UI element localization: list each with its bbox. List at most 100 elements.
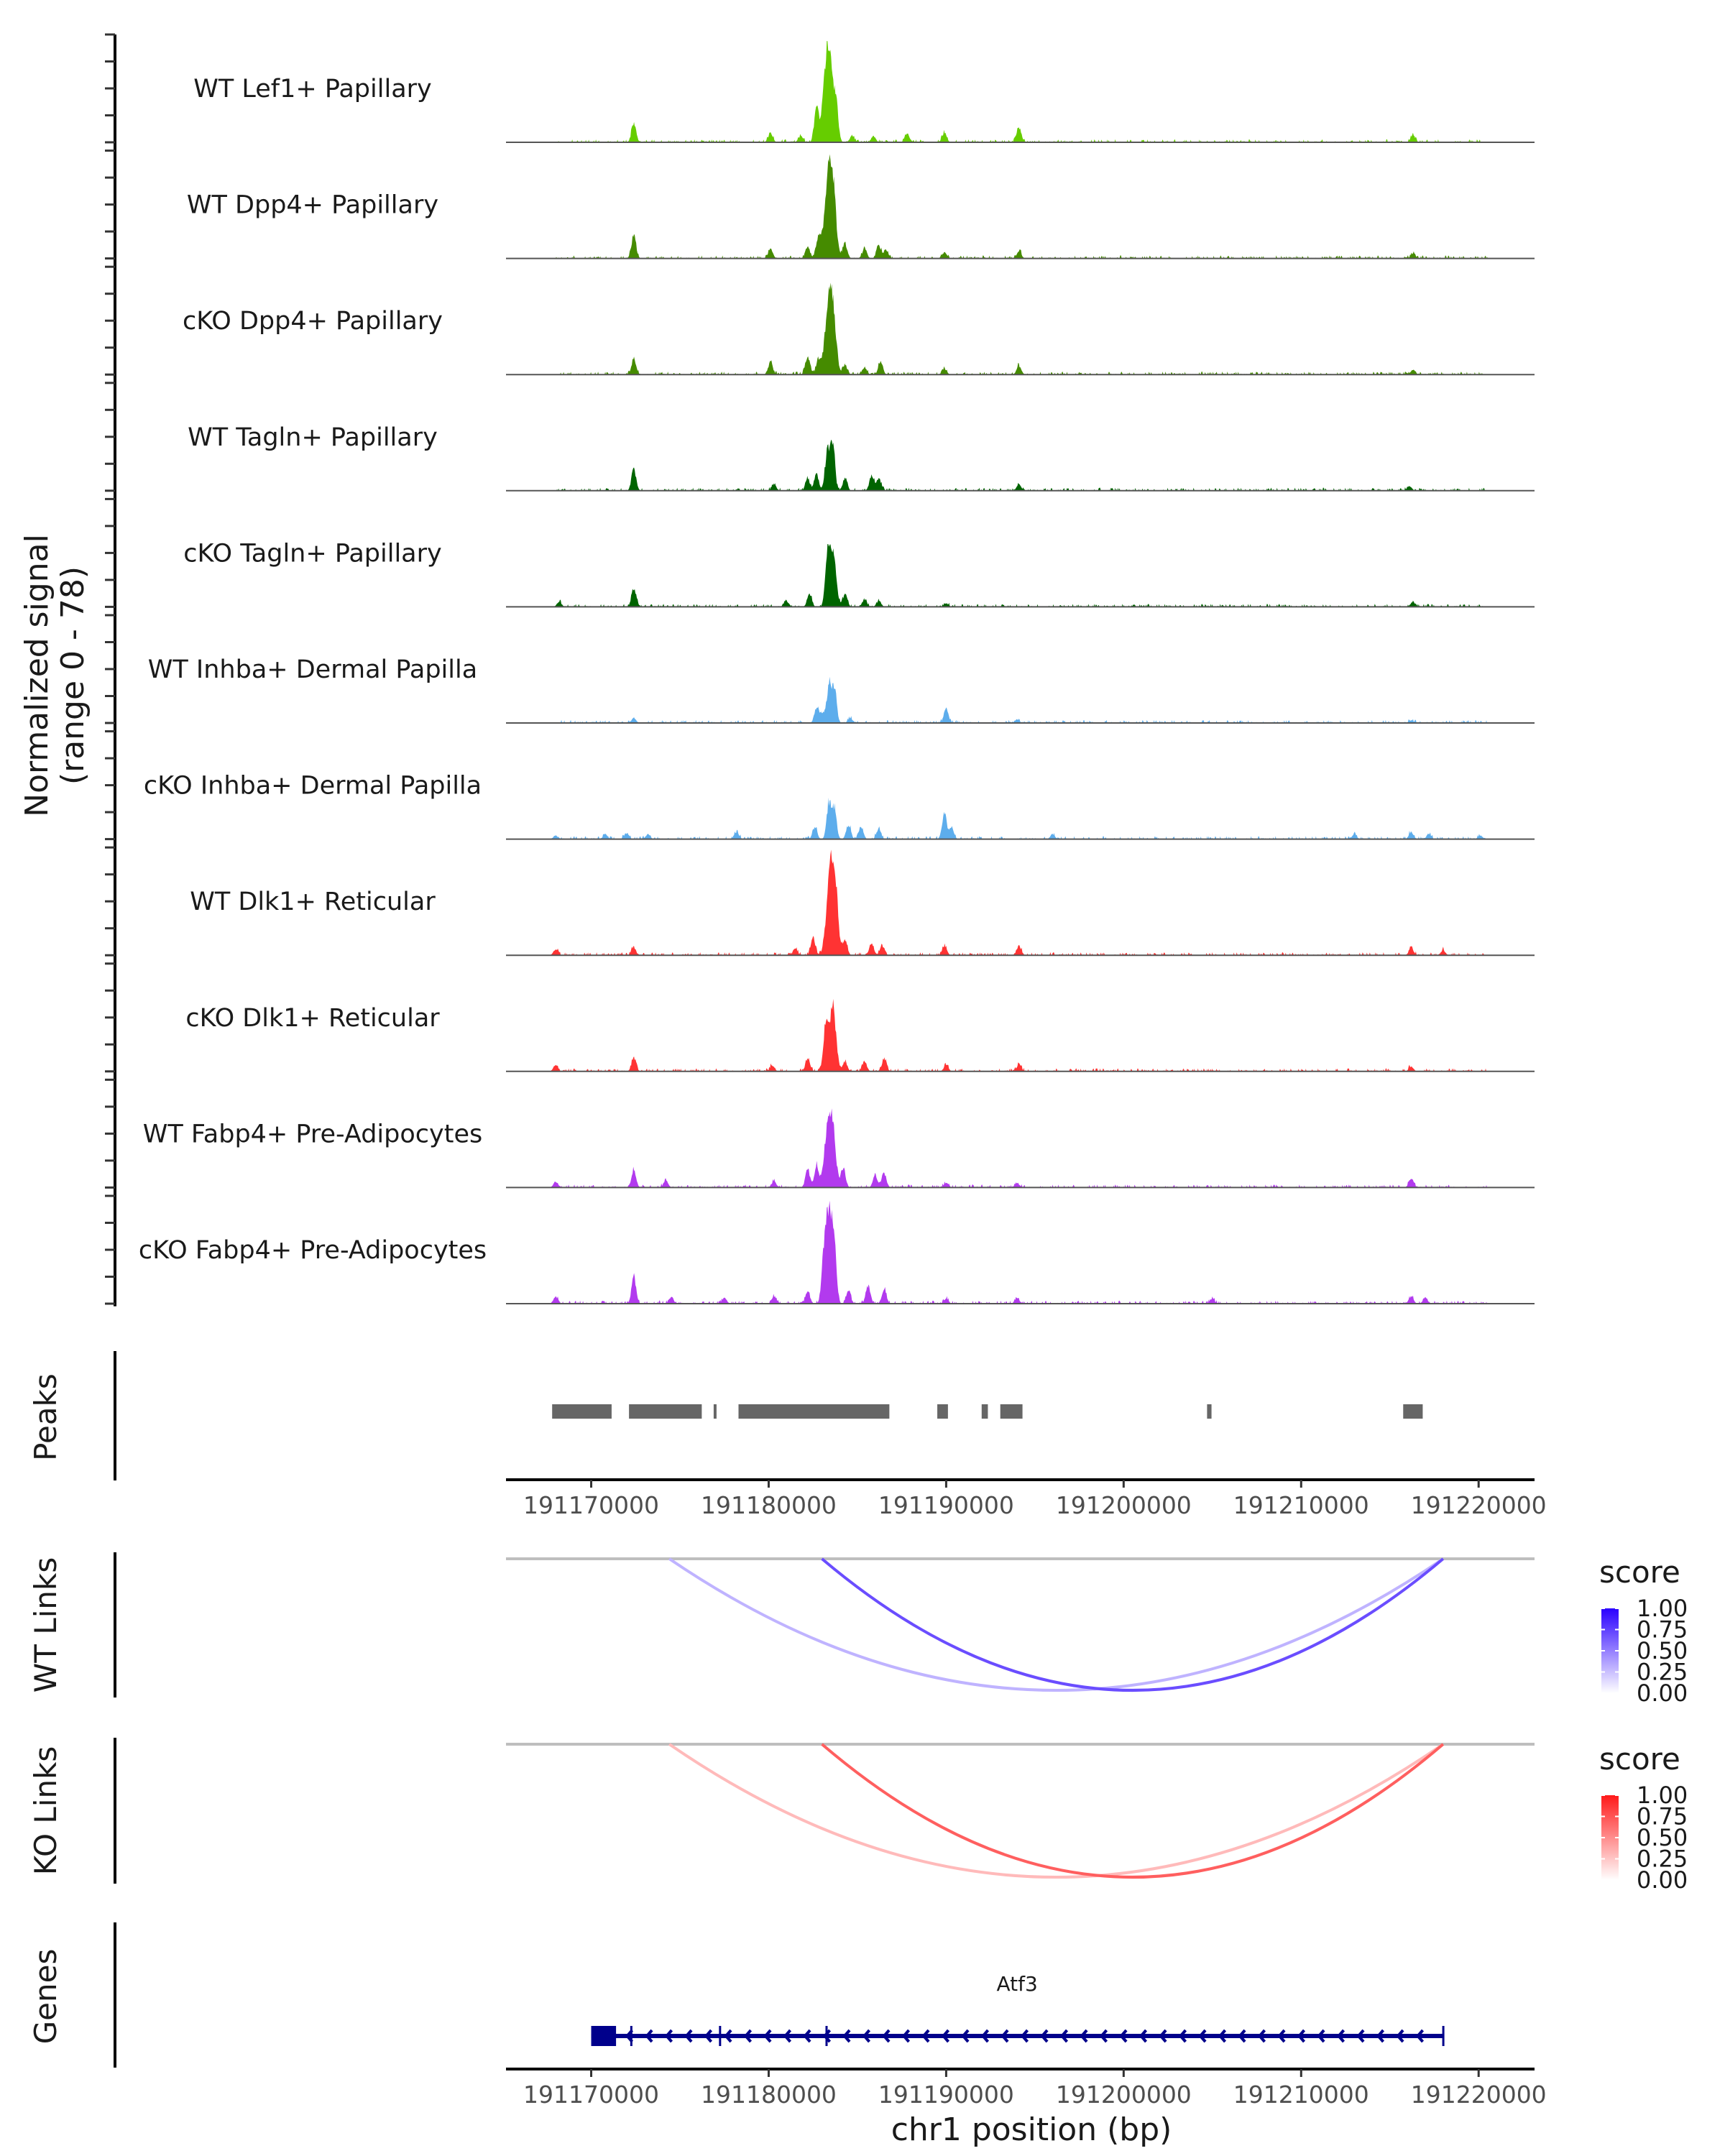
signal-track: cKO Tagln+ Papillary — [183, 539, 1535, 608]
x-tick-label: 191210000 — [1233, 1491, 1369, 1519]
strand-arrow-icon — [783, 2029, 792, 2043]
legend-value: 0.50 — [1637, 1637, 1688, 1664]
signal-area — [506, 998, 1535, 1072]
signal-area — [506, 797, 1535, 839]
x-axis-title: chr1 position (bp) — [891, 2111, 1172, 2148]
peaks-panel-label: Peaks — [28, 1373, 63, 1461]
strand-arrow-icon — [842, 2029, 851, 2043]
signal-area — [506, 1200, 1535, 1304]
strand-arrow-icon — [704, 2029, 713, 2043]
legend-value: 0.00 — [1637, 1866, 1688, 1894]
x-tick-label: 191220000 — [1411, 2081, 1547, 2109]
strand-arrow-icon — [980, 2029, 990, 2043]
signal-track: cKO Dpp4+ Papillary — [183, 282, 1535, 376]
track-label: WT Tagln+ Papillary — [188, 423, 438, 452]
x-tick-label: 191190000 — [878, 2081, 1014, 2109]
x-tick-label: 191170000 — [523, 2081, 659, 2109]
gene-exon — [1442, 2026, 1445, 2046]
signal-track: WT Fabp4+ Pre-Adipocytes — [143, 1108, 1535, 1189]
strand-arrow-icon — [724, 2029, 732, 2043]
genes-panel: Genes Atf3 — [28, 1922, 1445, 2068]
strand-arrow-icon — [1238, 2029, 1246, 2043]
x-tick-label: 191190000 — [878, 1491, 1014, 1519]
strand-arrow-icon — [961, 2029, 970, 2043]
signal-tracks: WT Lef1+ Papillary WT Dpp4+ Papillary cKO … — [139, 41, 1535, 1304]
strand-arrow-icon — [803, 2029, 811, 2043]
links-panel-label: KO Links — [28, 1746, 63, 1876]
strand-arrow-icon — [1000, 2029, 1009, 2043]
x-axis-bottom: 191170000 191180000 191190000 191200000 1912… — [506, 2068, 1547, 2109]
strand-arrow-icon — [645, 2029, 653, 2043]
signal-track: WT Inhba+ Dermal Papilla — [148, 655, 1535, 724]
peak-region — [738, 1404, 890, 1419]
strand-arrow-icon — [1178, 2029, 1187, 2043]
peak-regions — [552, 1404, 1423, 1419]
peak-region — [713, 1404, 717, 1419]
peak-region — [937, 1404, 948, 1419]
track-label: WT Dpp4+ Papillary — [187, 191, 438, 220]
peaks-panel: Peaks — [28, 1351, 1423, 1480]
signal-area — [506, 1108, 1535, 1188]
strand-arrow-icon — [1396, 2029, 1404, 2043]
legend-value: 1.00 — [1637, 1782, 1688, 1809]
strand-arrow-icon — [1159, 2029, 1167, 2043]
signal-track: cKO Dlk1+ Reticular — [185, 998, 1535, 1072]
legend-title: score — [1599, 1741, 1680, 1777]
signal-area — [506, 544, 1535, 607]
genes-panel-label: Genes — [28, 1949, 63, 2045]
strand-arrow-icon — [1218, 2029, 1227, 2043]
strand-arrow-icon — [1119, 2029, 1128, 2043]
track-label: WT Lef1+ Papillary — [193, 75, 432, 103]
signal-area — [506, 849, 1535, 956]
legend-title: score — [1599, 1554, 1680, 1590]
links-panel: KO Links score 1.000.750.500.250.00 — [28, 1738, 1688, 1894]
strand-arrow-icon — [743, 2029, 753, 2043]
strand-arrow-icon — [1020, 2029, 1029, 2043]
signal-area — [506, 439, 1535, 491]
signal-area — [506, 282, 1535, 375]
x-tick-label: 191200000 — [1056, 2081, 1192, 2109]
x-tick-label: 191180000 — [701, 1491, 837, 1519]
legend-value: 1.00 — [1637, 1595, 1688, 1622]
peak-region — [1207, 1404, 1212, 1419]
track-label: WT Inhba+ Dermal Papilla — [148, 655, 477, 684]
gene-name-label: Atf3 — [997, 1972, 1038, 1996]
strand-arrow-icon — [1198, 2029, 1207, 2043]
gene-exon — [630, 2026, 632, 2046]
track-label: cKO Dlk1+ Reticular — [185, 1004, 440, 1033]
legend-value: 0.50 — [1637, 1824, 1688, 1851]
strand-arrow-icon — [1277, 2029, 1286, 2043]
legend-value: 0.00 — [1637, 1680, 1688, 1707]
track-label: WT Dlk1+ Reticular — [190, 888, 436, 916]
link-arc — [668, 1743, 1444, 1879]
legend-value: 0.25 — [1637, 1659, 1688, 1686]
y-axis-title-line2: (range 0 - 78) — [55, 566, 91, 785]
peak-region — [1403, 1404, 1423, 1419]
x-tick-label: 191170000 — [523, 1491, 659, 1519]
link-arc — [668, 1557, 1444, 1692]
links-panel-label: WT Links — [28, 1557, 63, 1692]
signal-area — [506, 41, 1535, 142]
track-label: cKO Inhba+ Dermal Papilla — [144, 772, 482, 801]
gene-exon — [719, 2026, 722, 2046]
peak-region — [1000, 1404, 1023, 1419]
signal-track: cKO Inhba+ Dermal Papilla — [144, 772, 1535, 840]
link-arc — [821, 1557, 1445, 1692]
strand-arrow-icon — [1415, 2029, 1425, 2043]
strand-arrow-icon — [1376, 2029, 1385, 2043]
strand-arrow-icon — [1059, 2029, 1069, 2043]
gene-exon — [825, 2026, 828, 2046]
track-label: WT Fabp4+ Pre-Adipocytes — [143, 1120, 482, 1148]
strand-arrow-icon — [921, 2029, 930, 2043]
strand-arrow-icon — [1336, 2029, 1346, 2043]
strand-arrow-icon — [1040, 2029, 1049, 2043]
signal-track: WT Dlk1+ Reticular — [190, 849, 1535, 957]
track-label: cKO Fabp4+ Pre-Adipocytes — [139, 1236, 487, 1265]
strand-arrow-icon — [941, 2029, 950, 2043]
x-tick-label: 191220000 — [1411, 1491, 1547, 1519]
strand-arrow-icon — [1356, 2029, 1365, 2043]
track-label: cKO Tagln+ Papillary — [183, 539, 442, 568]
legend-value: 0.75 — [1637, 1803, 1688, 1830]
